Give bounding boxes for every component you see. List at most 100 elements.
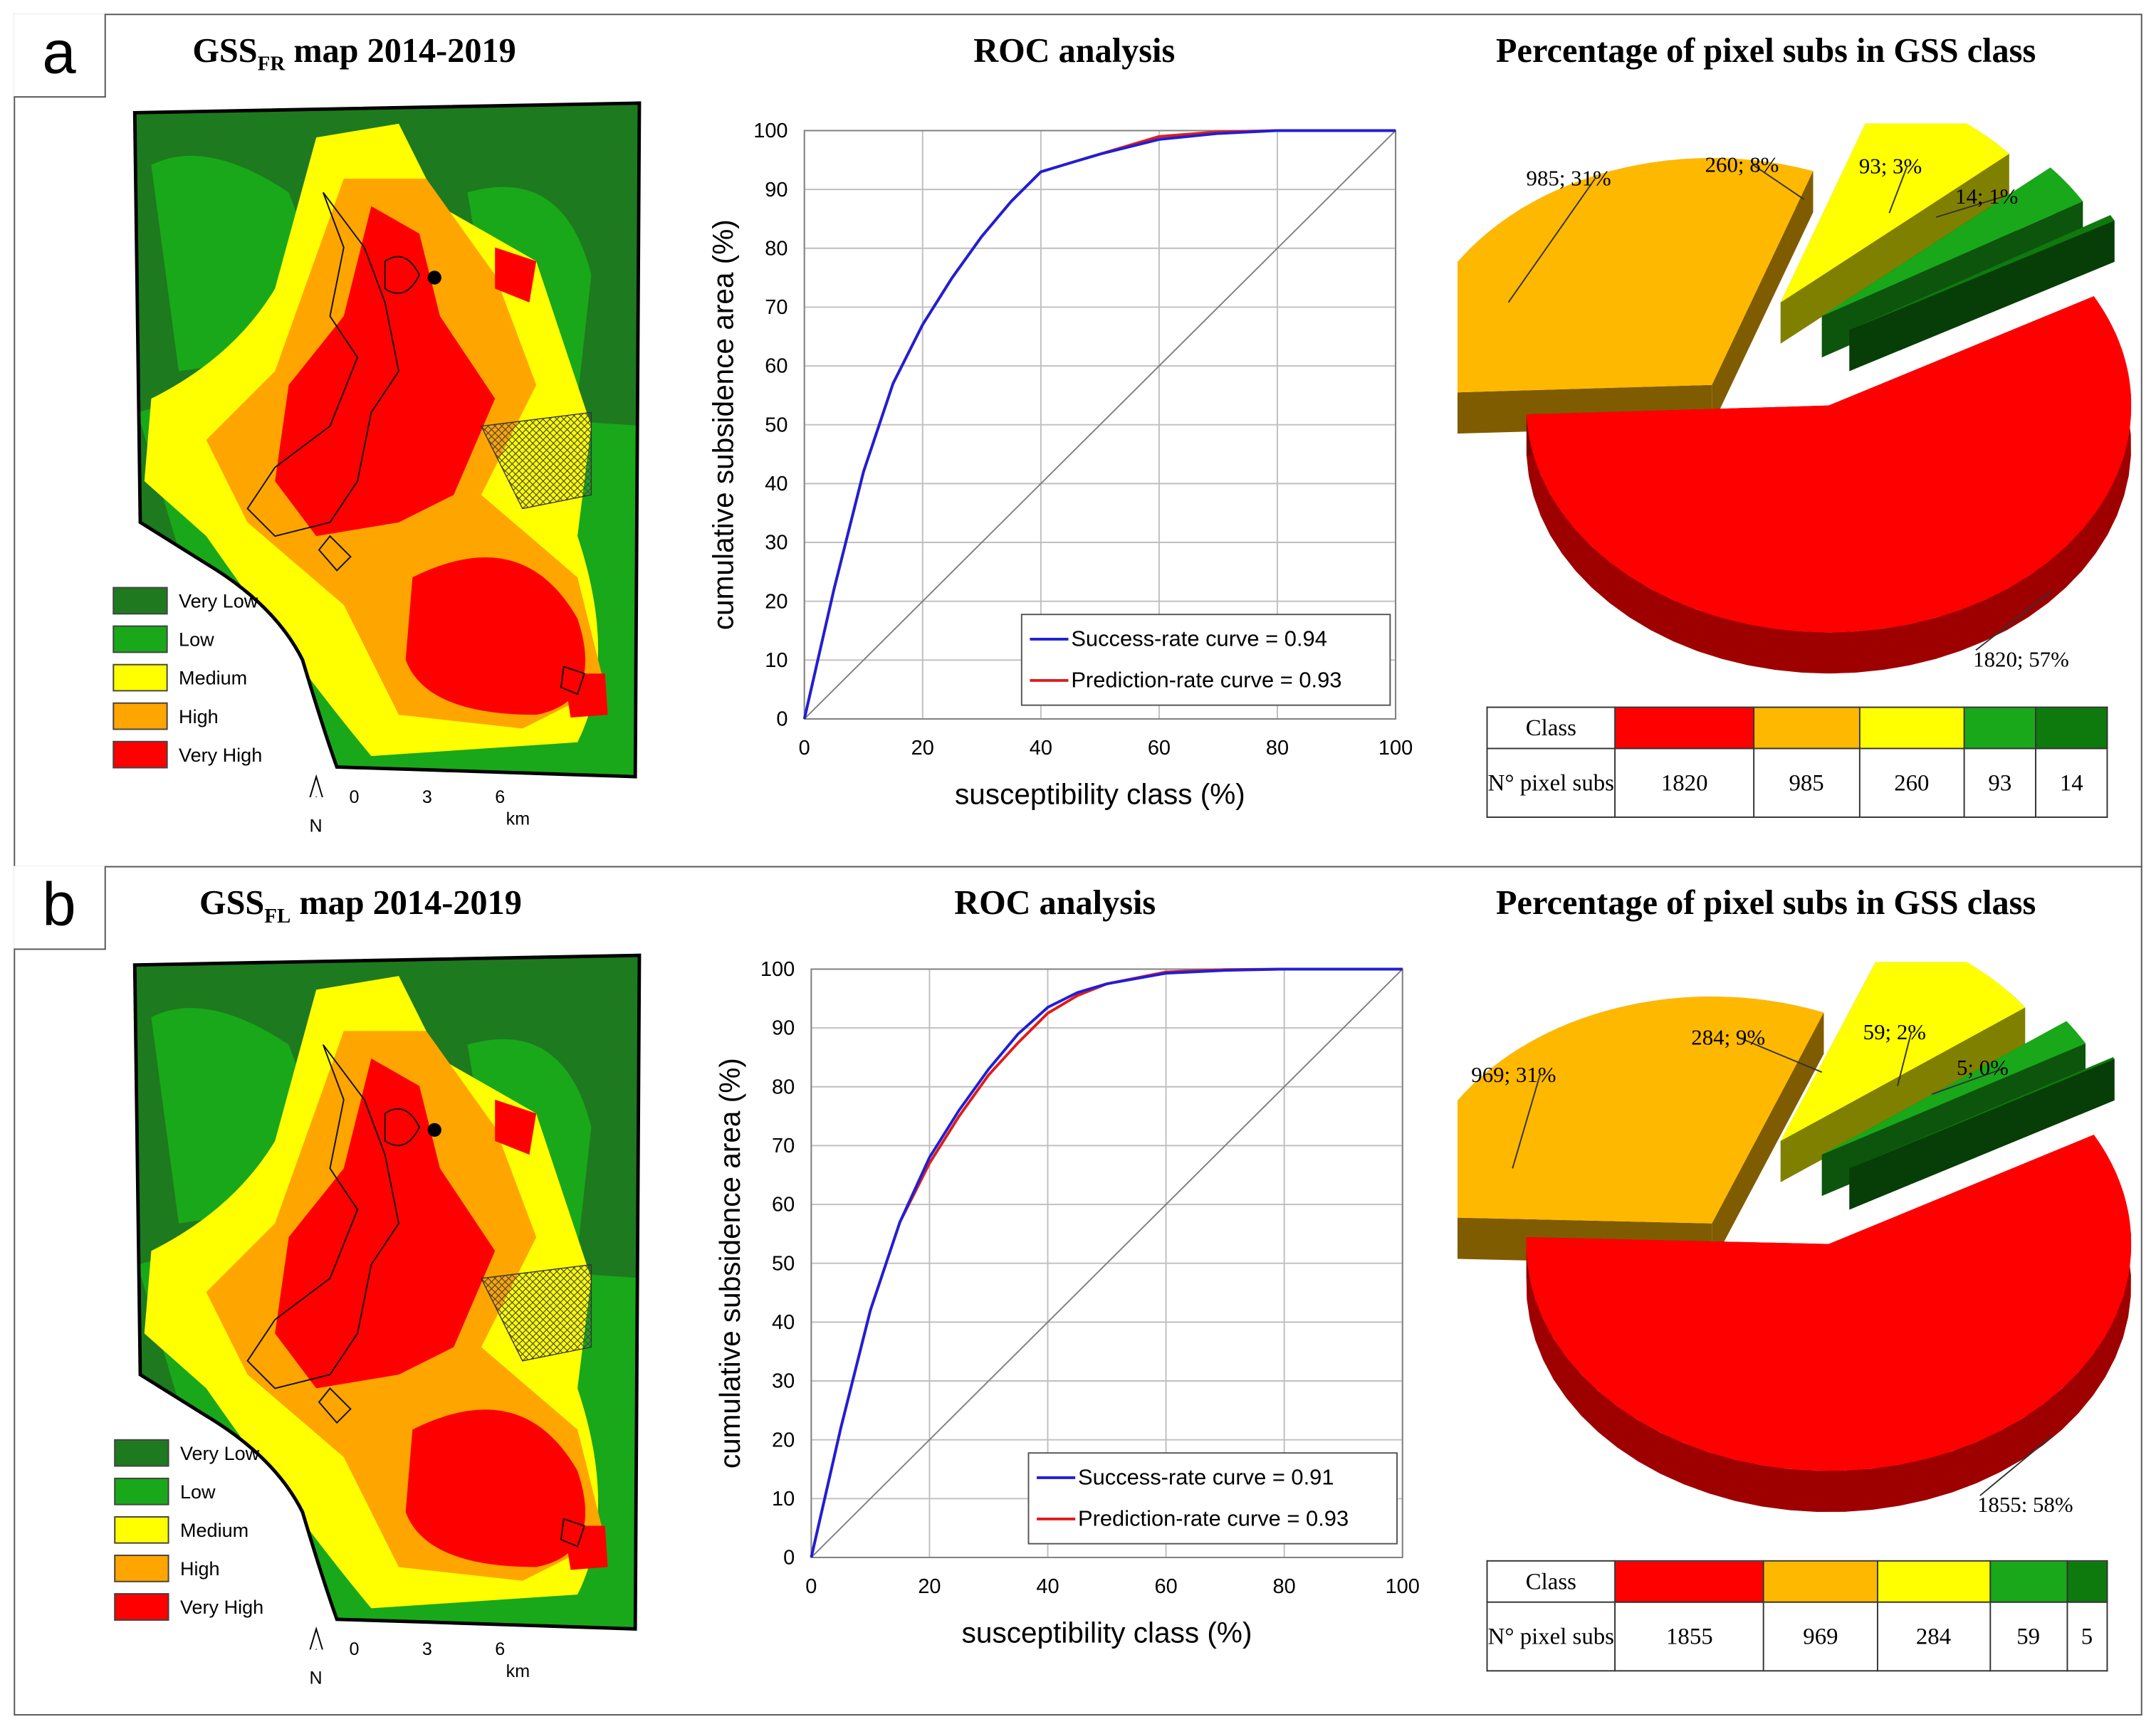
plot-border [803, 130, 1397, 720]
roc-chart: 0 10 20 30 40 50 60 70 80 90 100 0 20 40 60 80 100 suscep… [713, 958, 1420, 1649]
legend-swatch [112, 740, 168, 769]
legend-item: Very Low [112, 586, 258, 616]
map-title-sub: FR [257, 53, 286, 76]
legend-item: Low [114, 1476, 216, 1506]
legend-item: Medium [114, 1515, 248, 1545]
scale-unit-label: km [506, 808, 530, 829]
y-tick-label: 30 [772, 1370, 795, 1393]
table-cell: 985 [1753, 747, 1860, 819]
very-high-area [275, 1058, 496, 1389]
legend-item: Very High [114, 1592, 263, 1622]
y-tick-label: 40 [772, 1311, 795, 1334]
y-tick-label: 80 [765, 237, 787, 260]
panel-b: b GSSFL map 2014-2019 ROC analysis Perce… [0, 866, 2156, 1718]
chart-legend-label: Success-rate curve = 0.91 [1078, 1465, 1334, 1490]
susceptibility-map [132, 101, 642, 798]
y-tick-label: 50 [772, 1252, 795, 1275]
pie-slice-face [1780, 1007, 2026, 1182]
very-high-area [275, 206, 496, 537]
legend-swatch [114, 1477, 169, 1506]
y-tick-label: 10 [772, 1488, 795, 1510]
x-tick-label: 60 [1148, 737, 1171, 760]
pie-slice-top [1526, 1135, 2132, 1471]
chart-legend-label: Prediction-rate curve = 0.93 [1071, 668, 1341, 693]
legend-item: Medium [112, 663, 247, 693]
y-tick-label: 40 [765, 473, 787, 495]
table-header-class: Class [1486, 706, 1616, 750]
class-swatch-very-high [1614, 1560, 1765, 1603]
x-tick-label: 40 [1030, 737, 1052, 760]
pie-leader-line [1888, 166, 1908, 214]
urban-boundary [560, 1518, 585, 1548]
legend-item: High [112, 701, 219, 731]
urban-boundary [384, 1108, 421, 1147]
pie-data-label: 93; 3% [1859, 153, 1922, 178]
pie-leader-line [1979, 1436, 2052, 1496]
pie-data-label: 260; 8% [1705, 152, 1779, 177]
diagonal-line [804, 130, 1396, 720]
y-tick-label: 90 [772, 1017, 795, 1040]
urban-boundary [246, 191, 400, 537]
pie-slice [1849, 1057, 2115, 1210]
scale-tick-label: 0 [349, 786, 360, 807]
x-tick-label: 20 [918, 1575, 941, 1598]
urban-boundary [384, 256, 421, 294]
table-row-label: N° pixel subs [1486, 1601, 1616, 1672]
urban-boundary [560, 666, 585, 695]
pie-data-label: 985; 31% [1527, 166, 1611, 191]
pie-slice-top [1780, 962, 2026, 1141]
pie-slice [1780, 962, 2026, 1182]
table-cell: 1820 [1614, 747, 1755, 819]
susceptibility-map [132, 953, 642, 1650]
table-cell: 284 [1876, 1601, 1991, 1672]
y-tick-label: 70 [772, 1135, 795, 1157]
pie-title: Percentage of pixel subs in GSS class [1496, 885, 2036, 923]
pie-leader-line [1512, 1074, 1541, 1169]
pie-slice-face [1849, 1058, 2115, 1210]
reference-point [427, 1123, 441, 1137]
scale-tick-label: 0 [349, 1638, 360, 1659]
success-rate-line [810, 967, 1403, 1558]
map-title-rest: map 2014-2019 [285, 33, 516, 70]
pie-slice [1457, 997, 1824, 1265]
pie-data-label: 5; 0% [1957, 1055, 2009, 1080]
class-swatch-very-low [2035, 706, 2108, 750]
very-high-area [563, 1525, 608, 1570]
scale-tick-label: 3 [422, 1638, 432, 1659]
pie-slice-top [1457, 158, 1814, 393]
pie-leader-line [1507, 178, 1596, 303]
success-rate-line [802, 129, 1396, 720]
pie-chart: 1855; 58% 969; 31% 284; 9% 59; 2% 5; 0% [1457, 962, 2132, 1512]
pie-slice-face [1712, 171, 1814, 426]
legend-label: Medium [179, 666, 248, 689]
legend-label: Very High [179, 743, 263, 766]
pie-data-label: 284; 9% [1691, 1025, 1765, 1050]
pie-data-label: 59; 2% [1863, 1019, 1926, 1044]
pie-slice-top [1780, 123, 2009, 303]
chart-legend-box [1020, 614, 1391, 706]
pie-leader-line [1935, 196, 2004, 219]
north-label: N [309, 815, 323, 836]
map-areas [135, 103, 639, 777]
legend-label: Very Low [179, 589, 258, 612]
table-row-label: N° pixel subs [1486, 747, 1616, 819]
very-high-area [405, 557, 586, 715]
legend-swatch [114, 1593, 169, 1621]
map-title: GSSFR map 2014-2019 [192, 33, 516, 77]
pie-slice-top [1849, 1057, 2115, 1169]
map-outline [132, 101, 642, 779]
y-tick-label: 10 [765, 649, 787, 672]
pie-slice [1849, 215, 2115, 372]
x-tick-label: 0 [799, 737, 810, 760]
class-swatch-high [1763, 1560, 1878, 1603]
chart-legend-label: Success-rate curve = 0.94 [1071, 626, 1327, 651]
map-outline [132, 953, 642, 1631]
diagonal-line [810, 968, 1403, 1558]
class-swatch-low [1963, 706, 2036, 750]
pie-leader-line [1739, 1037, 1823, 1073]
legend-item: Very High [112, 740, 262, 769]
y-tick-label: 90 [765, 179, 787, 201]
very-high-area [495, 247, 537, 303]
legend-swatch [112, 663, 168, 692]
